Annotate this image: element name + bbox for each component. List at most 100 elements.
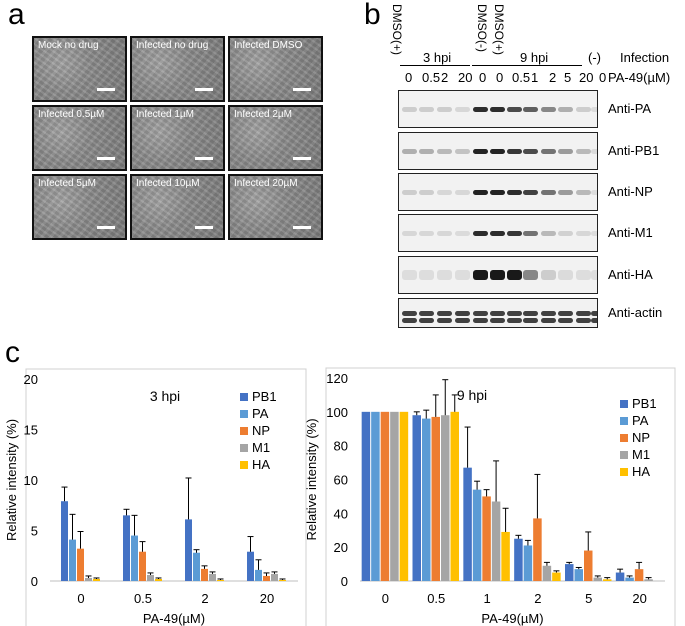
scale-bar — [97, 157, 115, 160]
conc-label: 2 — [441, 70, 449, 85]
conc-label: 1 — [531, 70, 539, 85]
micrograph-label: Infected 2µM — [234, 109, 293, 120]
conc-label: 20 — [458, 70, 473, 85]
blot-band — [576, 148, 591, 154]
y-tick-label: 20 — [24, 372, 38, 387]
y-tick-label: 20 — [334, 540, 348, 555]
scale-bar — [195, 226, 213, 229]
bar-ha — [217, 579, 224, 581]
micrograph-label: Infected 5µM — [38, 178, 97, 189]
blot-band — [490, 310, 505, 316]
blot-band — [523, 230, 538, 236]
bar-pb1 — [412, 415, 421, 581]
legend-label: HA — [632, 464, 650, 479]
x-tick-label: 20 — [260, 591, 274, 606]
blot-band — [473, 230, 488, 236]
rotated-label-dmso-plus-2: DMSO(+) — [492, 4, 506, 55]
blot-band — [576, 230, 591, 236]
bar-pa — [625, 577, 634, 581]
blot-band — [558, 270, 573, 280]
blot-band — [541, 270, 556, 280]
blot-band — [490, 270, 505, 280]
blot-band — [419, 230, 434, 236]
bar-pa — [255, 569, 262, 581]
bar-ha — [155, 578, 162, 581]
legend-label: NP — [252, 423, 270, 438]
blot-band — [591, 270, 597, 280]
blot-band — [419, 189, 434, 195]
legend-label: HA — [252, 457, 270, 472]
legend-swatch-ha — [240, 461, 248, 469]
label-negative: (-) — [588, 50, 601, 65]
x-tick-label: 0.5 — [134, 591, 152, 606]
blot-band — [523, 317, 538, 323]
legend-swatch-m1 — [240, 444, 248, 452]
blot-band — [437, 230, 452, 236]
x-tick-label: 2 — [534, 591, 541, 606]
label-infection: Infection — [620, 50, 670, 65]
label-pa49: PA-49(µM) — [608, 70, 671, 85]
micrograph-5: Infected 1µM — [130, 105, 225, 171]
blot-band — [576, 310, 591, 316]
blot-band — [419, 310, 434, 316]
bar-np — [533, 518, 542, 581]
y-tick-label: 80 — [334, 439, 348, 454]
blot-band — [507, 270, 522, 280]
conc-label: 0.5 — [422, 70, 441, 85]
micrograph-4: Infected 0.5µM — [32, 105, 127, 171]
x-axis-label: PA-49(µM) — [481, 611, 543, 626]
blot-band — [558, 106, 573, 112]
blot-band — [558, 148, 573, 154]
micrograph-2: Infected no drug — [130, 36, 225, 102]
blot-band — [591, 189, 597, 195]
bar-np — [634, 569, 644, 581]
micrograph-3: Infected DMSO — [228, 36, 323, 102]
conc-label: 0 — [405, 70, 413, 85]
panel-letter-c: c — [5, 336, 20, 369]
bar-m1 — [271, 573, 278, 581]
legend-label: M1 — [632, 447, 650, 462]
blot-band — [437, 189, 452, 195]
bar-np — [139, 551, 146, 581]
legend-label: NP — [632, 430, 650, 445]
blot-row-label: Anti-actin — [608, 305, 663, 320]
micrograph-label: Mock no drug — [38, 40, 99, 51]
bar-pb1 — [565, 564, 574, 581]
legend-swatch-m1 — [620, 451, 628, 459]
blot-band — [473, 317, 488, 323]
legend-swatch-np — [240, 427, 248, 435]
scale-bar — [195, 88, 213, 91]
bar-pb1 — [463, 467, 472, 581]
bar-m1 — [390, 411, 399, 581]
blot-band — [455, 230, 470, 236]
blot-band — [507, 310, 522, 316]
blot-strip — [398, 214, 598, 252]
bar-np — [482, 496, 491, 581]
blot-band — [591, 310, 597, 316]
blot-row-label: Anti-HA — [608, 267, 653, 282]
chart-frame — [325, 367, 676, 626]
y-tick-label: 15 — [24, 423, 38, 438]
blot-band — [523, 310, 538, 316]
blot-band — [402, 148, 417, 154]
micrograph-9: Infected 20µM — [228, 174, 323, 240]
y-axis-label: Relative intensity (%) — [4, 419, 19, 541]
legend-swatch-pb1 — [620, 400, 628, 408]
chart-frame — [25, 368, 307, 626]
bar-m1 — [593, 577, 602, 581]
blot-band — [523, 106, 538, 112]
bar-np — [380, 411, 390, 581]
blot-band — [490, 230, 505, 236]
micrograph-label: Infected 10µM — [136, 178, 200, 189]
conc-label: 5 — [564, 70, 572, 85]
bar-pb1 — [185, 519, 192, 581]
y-tick-label: 120 — [326, 371, 348, 386]
blot-band — [455, 317, 470, 323]
bar-ha — [603, 579, 612, 581]
y-tick-label: 100 — [326, 405, 348, 420]
blot-band — [455, 106, 470, 112]
blot-row-label: Anti-M1 — [608, 225, 653, 240]
blot-strip — [398, 132, 598, 170]
conc-label: 20 — [579, 70, 594, 85]
